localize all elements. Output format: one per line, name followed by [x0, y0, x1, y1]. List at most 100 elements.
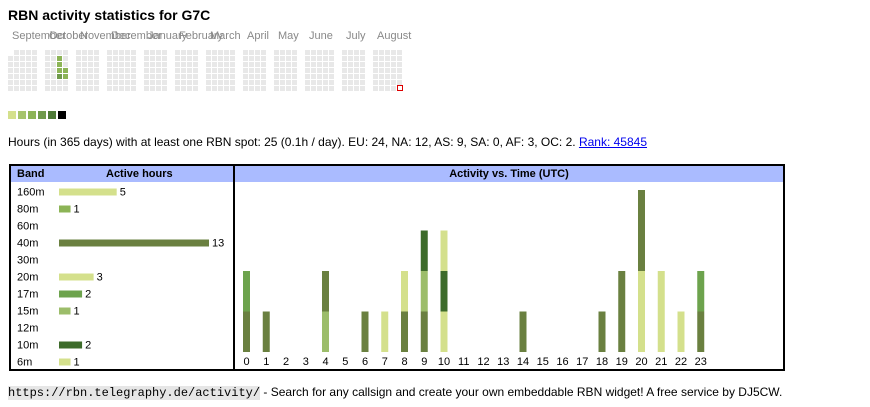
- heatmap-day-cell: [397, 80, 402, 85]
- summary-line: Hours (in 365 days) with at least one RB…: [8, 135, 647, 149]
- heatmap-day-cell: [224, 62, 229, 67]
- heatmap-day-cell: [274, 68, 279, 73]
- hour-tick-label: 21: [655, 356, 667, 368]
- heatmap-day-cell: [107, 50, 112, 55]
- heatmap-day-cell: [212, 80, 217, 85]
- heatmap-day-cell: [156, 56, 161, 61]
- band-label: 17m: [17, 289, 38, 301]
- heatmap-day-cell: [20, 56, 25, 61]
- heatmap-day-cell: [76, 62, 81, 67]
- band-label: 12m: [17, 323, 38, 335]
- heatmap-day-cell: [342, 62, 347, 67]
- heatmap-day-cell: [119, 86, 124, 91]
- heatmap-day-cell: [113, 86, 118, 91]
- heatmap-day-cell: [26, 68, 31, 73]
- heatmap-day-cell: [218, 56, 223, 61]
- activity-bar-segment: [262, 311, 270, 352]
- heatmap-day-cell: [82, 68, 87, 73]
- heatmap-day-cell: [187, 80, 192, 85]
- heatmap-day-cell: [323, 68, 328, 73]
- band-hours-value: 5: [120, 187, 126, 199]
- heatmap-day-cell: [125, 56, 130, 61]
- heatmap-day-cell: [218, 50, 223, 55]
- heatmap-day-cell: [323, 80, 328, 85]
- heatmap-day-cell: [292, 50, 297, 55]
- heatmap-day-cell: [57, 68, 62, 73]
- heatmap-day-cell: [187, 56, 192, 61]
- band-hours-value: 13: [212, 238, 224, 250]
- month-label: December: [111, 30, 162, 42]
- heatmap-day-cell: [131, 74, 136, 79]
- heatmap-day-cell: [82, 56, 87, 61]
- heatmap-day-cell: [311, 50, 316, 55]
- rank-link[interactable]: Rank: 45845: [578, 135, 648, 149]
- heatmap-day-cell: [107, 56, 112, 61]
- month-label: April: [247, 30, 269, 42]
- hour-tick-label: 13: [497, 356, 509, 368]
- heatmap-day-cell: [107, 62, 112, 67]
- heatmap-day-cell: [379, 68, 384, 73]
- heatmap-day-cell: [342, 56, 347, 61]
- month-label: September: [12, 30, 66, 42]
- heatmap-day-cell: [51, 50, 56, 55]
- band-hours-value: 1: [74, 204, 80, 216]
- heatmap-day-cell: [125, 86, 130, 91]
- heatmap-day-cell: [57, 74, 62, 79]
- heatmap-day-cell: [181, 74, 186, 79]
- heatmap-day-cell: [218, 86, 223, 91]
- band-label: 160m: [17, 187, 45, 199]
- heatmap-day-cell: [230, 56, 235, 61]
- heatmap-day-cell: [193, 62, 198, 67]
- heatmap-day-cell: [379, 50, 384, 55]
- heatmap-day-cell: [280, 68, 285, 73]
- heatmap-day-cell: [113, 56, 118, 61]
- heatmap-day-cell: [317, 80, 322, 85]
- month-label: January: [148, 30, 188, 42]
- heatmap-day-cell: [329, 62, 334, 67]
- heatmap-day-cell: [261, 56, 266, 61]
- activity-bar-segment: [243, 271, 250, 312]
- heatmap-day-cell: [292, 80, 297, 85]
- heatmap-day-cell: [255, 50, 260, 55]
- heatmap-day-cell: [181, 80, 186, 85]
- heatmap-day-cell: [82, 50, 87, 55]
- heatmap-day-cell: [51, 86, 56, 91]
- heatmap-day-cell: [373, 86, 378, 91]
- heatmap-day-cell: [230, 80, 235, 85]
- heatmap-day-cell: [94, 74, 99, 79]
- activity-bar-segment: [420, 271, 428, 312]
- heatmap-day-cell: [94, 56, 99, 61]
- heatmap-day-cell: [329, 56, 334, 61]
- heatmap-day-cell: [360, 80, 365, 85]
- footer-url-link[interactable]: https://rbn.telegraphy.de/activity/: [8, 386, 261, 400]
- heatmap-day-cell: [323, 62, 328, 67]
- heatmap-day-cell: [249, 68, 254, 73]
- heatmap-day-cell: [63, 62, 68, 67]
- month-label: November: [80, 30, 131, 42]
- heatmap-day-cell: [379, 62, 384, 67]
- heatmap-day-cell: [175, 68, 180, 73]
- activity-bar-segment: [322, 271, 329, 312]
- heatmap-day-cell: [82, 80, 87, 85]
- heatmap-day-cell: [156, 86, 161, 91]
- heatmap-day-cell: [249, 56, 254, 61]
- heatmap-day-cell: [391, 56, 396, 61]
- heatmap-day-cell: [150, 74, 155, 79]
- heatmap-day-cell: [255, 68, 260, 73]
- heatmap-day-cell: [274, 56, 279, 61]
- heatmap-day-cell: [379, 56, 384, 61]
- heatmap-day-cell: [391, 62, 396, 67]
- hour-tick-label: 5: [342, 356, 348, 368]
- heatmap-day-cell: [94, 86, 99, 91]
- heatmap-day-cell: [360, 50, 365, 55]
- heatmap-day-cell: [51, 74, 56, 79]
- heatmap-day-cell: [373, 62, 378, 67]
- heatmap-day-cell: [156, 68, 161, 73]
- heatmap-day-cell: [385, 62, 390, 67]
- heatmap-day-cell: [311, 86, 316, 91]
- heatmap-day-cell: [113, 68, 118, 73]
- heatmap-day-cell: [311, 56, 316, 61]
- heatmap-day-cell: [144, 56, 149, 61]
- heatmap-day-cell: [76, 68, 81, 73]
- heatmap-day-cell: [286, 62, 291, 67]
